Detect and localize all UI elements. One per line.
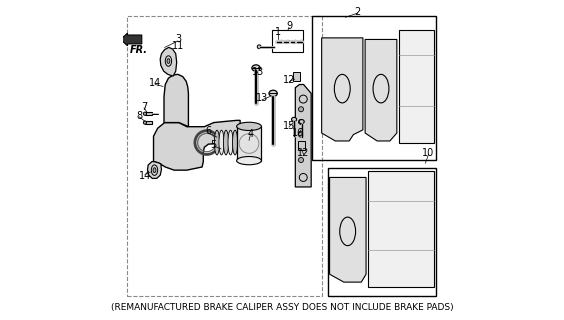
Text: 12: 12 [297, 148, 310, 158]
Bar [293, 72, 300, 81]
Polygon shape [368, 171, 434, 287]
Text: 6: 6 [205, 126, 212, 136]
Text: 11: 11 [172, 41, 184, 51]
Bar [312, 16, 436, 160]
Polygon shape [365, 39, 397, 141]
Text: 16: 16 [292, 128, 304, 138]
Polygon shape [153, 120, 240, 170]
Ellipse shape [298, 157, 303, 163]
Polygon shape [296, 84, 311, 187]
Bar [145, 121, 152, 124]
Text: 12: 12 [284, 75, 296, 85]
Bar [237, 126, 261, 161]
Text: 14: 14 [149, 78, 161, 88]
Polygon shape [399, 30, 434, 142]
Polygon shape [164, 74, 188, 127]
Ellipse shape [298, 107, 303, 112]
Ellipse shape [298, 119, 303, 124]
Text: 10: 10 [422, 148, 435, 158]
Bar [145, 112, 152, 115]
Text: 5: 5 [211, 140, 217, 150]
Ellipse shape [298, 132, 303, 137]
Text: 15: 15 [283, 121, 295, 131]
Text: 3: 3 [175, 35, 181, 44]
Bar [126, 16, 321, 296]
Polygon shape [321, 38, 363, 141]
Ellipse shape [237, 156, 261, 165]
Ellipse shape [300, 40, 303, 43]
Ellipse shape [237, 122, 261, 131]
Text: 2: 2 [354, 6, 360, 17]
Ellipse shape [299, 120, 304, 124]
Text: 1: 1 [275, 28, 281, 37]
Ellipse shape [292, 117, 297, 122]
Text: 9: 9 [286, 21, 292, 31]
Text: 4: 4 [247, 129, 253, 139]
Ellipse shape [228, 130, 233, 155]
Ellipse shape [298, 145, 303, 150]
Polygon shape [148, 162, 161, 178]
Ellipse shape [153, 168, 156, 172]
Polygon shape [329, 178, 366, 282]
Text: 14: 14 [139, 171, 151, 181]
Ellipse shape [269, 90, 277, 97]
Ellipse shape [167, 59, 170, 63]
FancyArrow shape [121, 33, 142, 46]
Text: 7: 7 [141, 102, 147, 112]
Ellipse shape [219, 130, 224, 155]
Ellipse shape [252, 65, 260, 71]
Ellipse shape [223, 130, 228, 155]
Text: FR.: FR. [130, 45, 148, 55]
Text: (REMANUFACTURED BRAKE CALIPER ASSY DOES NOT INCLUDE BRAKE PADS): (REMANUFACTURED BRAKE CALIPER ASSY DOES … [111, 303, 453, 312]
Ellipse shape [232, 130, 237, 155]
Text: 13: 13 [256, 93, 268, 103]
Bar [298, 141, 305, 150]
Bar [328, 168, 436, 296]
Ellipse shape [214, 130, 219, 155]
Ellipse shape [294, 40, 297, 43]
Polygon shape [160, 47, 177, 76]
Ellipse shape [280, 40, 283, 43]
Ellipse shape [143, 121, 147, 124]
Bar [272, 30, 303, 52]
Ellipse shape [257, 45, 261, 49]
Text: 13: 13 [252, 67, 264, 77]
Ellipse shape [143, 112, 147, 115]
Ellipse shape [287, 40, 289, 43]
Text: 8: 8 [136, 111, 142, 121]
